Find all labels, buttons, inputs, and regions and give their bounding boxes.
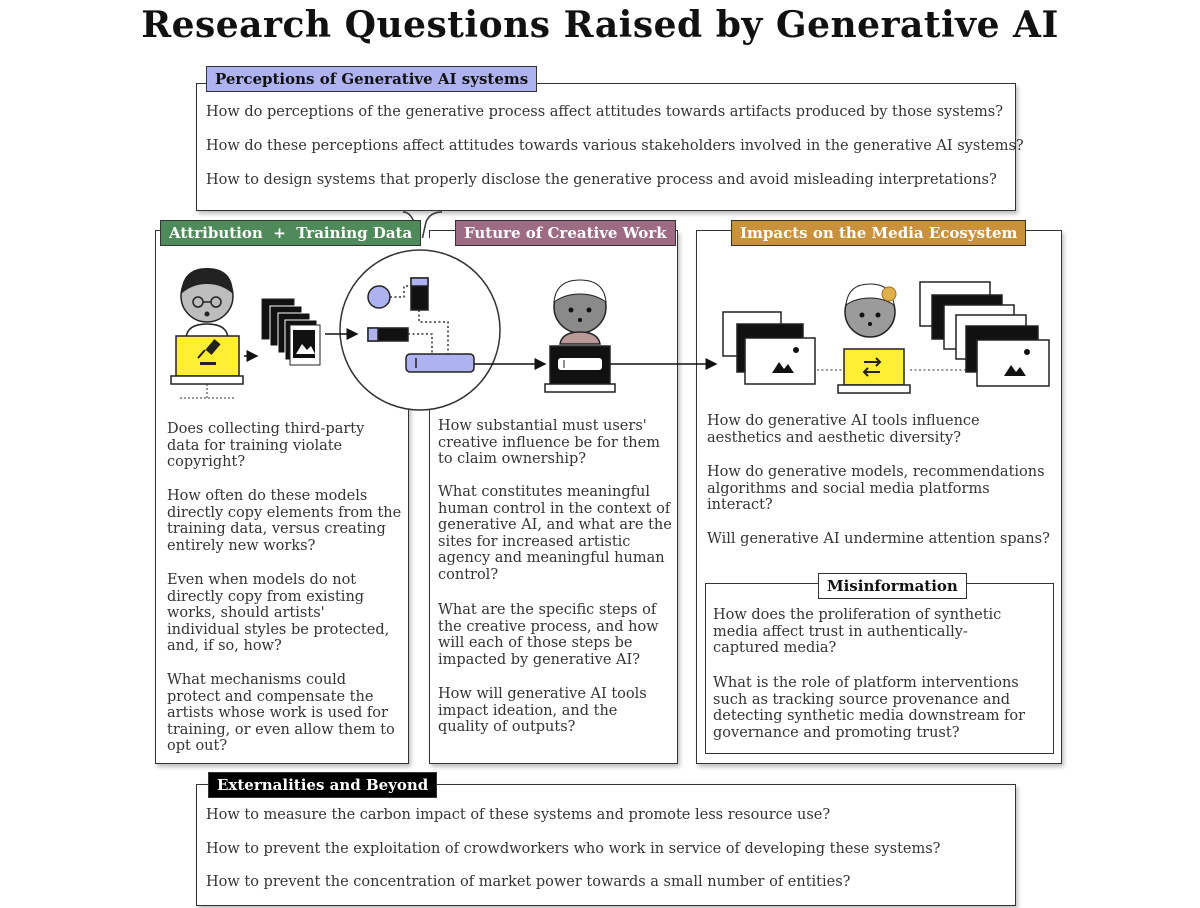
attribution-question: Even when models do not directly copy fr… [167, 572, 390, 654]
future-question: How will generative AI tools impact idea… [438, 686, 647, 735]
externalities-label: Externalities and Beyond [208, 772, 438, 798]
attribution-question: Does collecting third-party data for tra… [167, 421, 365, 470]
perceptions-box [196, 83, 1016, 211]
artist-figure [170, 268, 244, 399]
attribution-question: How often do these models directly copy … [167, 488, 402, 554]
model-node [405, 353, 475, 373]
perceptions-question: How do perceptions of the generative pro… [206, 104, 1004, 120]
future-question: How substantial must users' creative inf… [438, 418, 660, 467]
training-images-stack [261, 298, 321, 366]
media-images-right [919, 281, 1050, 387]
attribution-question: What mechanisms could protect and compen… [167, 672, 395, 754]
laptop-screen [175, 335, 240, 377]
impacts-question: How do generative AI tools influence aes… [707, 413, 980, 446]
media-images-left [722, 311, 816, 385]
externalities-question: How to prevent the exploitation of crowd… [206, 841, 941, 857]
laptop-screen [843, 348, 905, 386]
externalities-question: How to measure the carbon impact of thes… [206, 807, 831, 823]
misinformation-box [705, 583, 1054, 754]
impacts-label: Impacts on the Media Ecosystem [731, 220, 1027, 246]
future-question: What are the specific steps of the creat… [438, 602, 659, 668]
impacts-question: Will generative AI undermine attention s… [707, 531, 1050, 547]
model-hub-circle [339, 249, 501, 411]
future-label: Future of Creative Work [455, 220, 676, 246]
attribution-label: Attribution + Training Data [160, 220, 422, 246]
impacts-question: How do generative models, recommendation… [707, 464, 1045, 513]
page-title: Research Questions Raised by Generative … [141, 4, 1059, 46]
misinformation-label: Misinformation [818, 573, 967, 599]
model-node [367, 285, 391, 309]
perceptions-question: How do these perceptions affect attitude… [206, 138, 1024, 154]
misinformation-question: How does the proliferation of synthetic … [713, 607, 1002, 656]
future-question: What constitutes meaningful human contro… [438, 484, 672, 583]
misinformation-question: What is the role of platform interventio… [713, 675, 1026, 741]
creator-figure [544, 279, 616, 393]
perceptions-label: Perceptions of Generative AI systems [206, 66, 538, 92]
externalities-box [196, 784, 1016, 906]
perceptions-question: How to design systems that properly disc… [206, 172, 997, 188]
externalities-question: How to prevent the concentration of mark… [206, 874, 851, 890]
media-figure [837, 283, 911, 394]
hub-connector [421, 211, 443, 241]
